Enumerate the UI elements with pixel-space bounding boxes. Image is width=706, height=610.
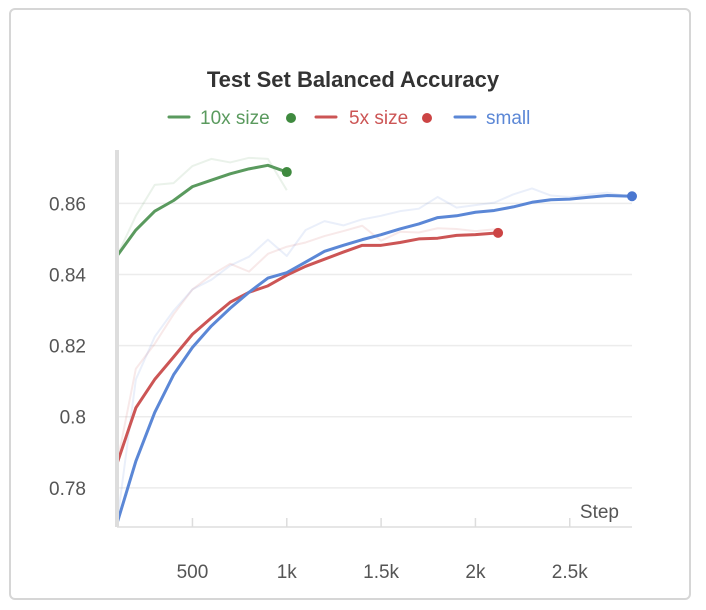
legend-label: 5x size xyxy=(349,108,408,129)
y-tick-label: 0.86 xyxy=(49,194,86,215)
legend-label: small xyxy=(486,108,530,129)
series-line-10x-size xyxy=(115,163,289,258)
x-axis-label: Step xyxy=(580,502,619,523)
legend-item-5x-size[interactable]: 5x size xyxy=(314,108,432,129)
series-end-marker-10x-size xyxy=(281,167,292,178)
raw-series-lines xyxy=(116,156,633,524)
series-end-marker-small xyxy=(627,191,637,202)
smoothed-series-lines xyxy=(115,163,634,525)
series-line-small xyxy=(115,194,634,525)
legend: 10x size 5x size small xyxy=(167,108,530,129)
legend-label: 10x size xyxy=(200,108,270,129)
series-raw-line-small xyxy=(116,187,633,524)
series-end-markers xyxy=(281,167,637,238)
series-raw-line-10x-size xyxy=(116,156,288,257)
y-axis-ticks: 0.78 0.8 0.82 0.84 0.86 xyxy=(49,194,86,500)
y-tick-label: 0.84 xyxy=(49,265,86,286)
legend-item-small[interactable]: small xyxy=(453,108,530,129)
legend-item-10x-size[interactable]: 10x size xyxy=(167,108,296,129)
legend-end-dot xyxy=(286,113,296,123)
series-raw-line-5x-size xyxy=(116,224,499,464)
grid xyxy=(117,202,632,489)
y-tick-label: 0.78 xyxy=(49,479,86,500)
series-end-marker-5x-size xyxy=(493,227,504,238)
x-tick-label: 1k xyxy=(277,562,298,583)
legend-end-dot xyxy=(422,113,432,123)
y-tick-label: 0.8 xyxy=(60,408,86,429)
x-tick-label: 2.5k xyxy=(552,562,588,583)
y-tick-label: 0.82 xyxy=(49,337,86,358)
x-axis-ticks: 500 1k 1.5k 2k 2.5k xyxy=(177,518,588,583)
x-tick-label: 1.5k xyxy=(363,562,399,583)
x-tick-label: 2k xyxy=(465,562,486,583)
chart-title: Test Set Balanced Accuracy xyxy=(207,67,500,92)
series-line-5x-size xyxy=(115,231,500,466)
x-tick-label: 500 xyxy=(177,562,209,583)
